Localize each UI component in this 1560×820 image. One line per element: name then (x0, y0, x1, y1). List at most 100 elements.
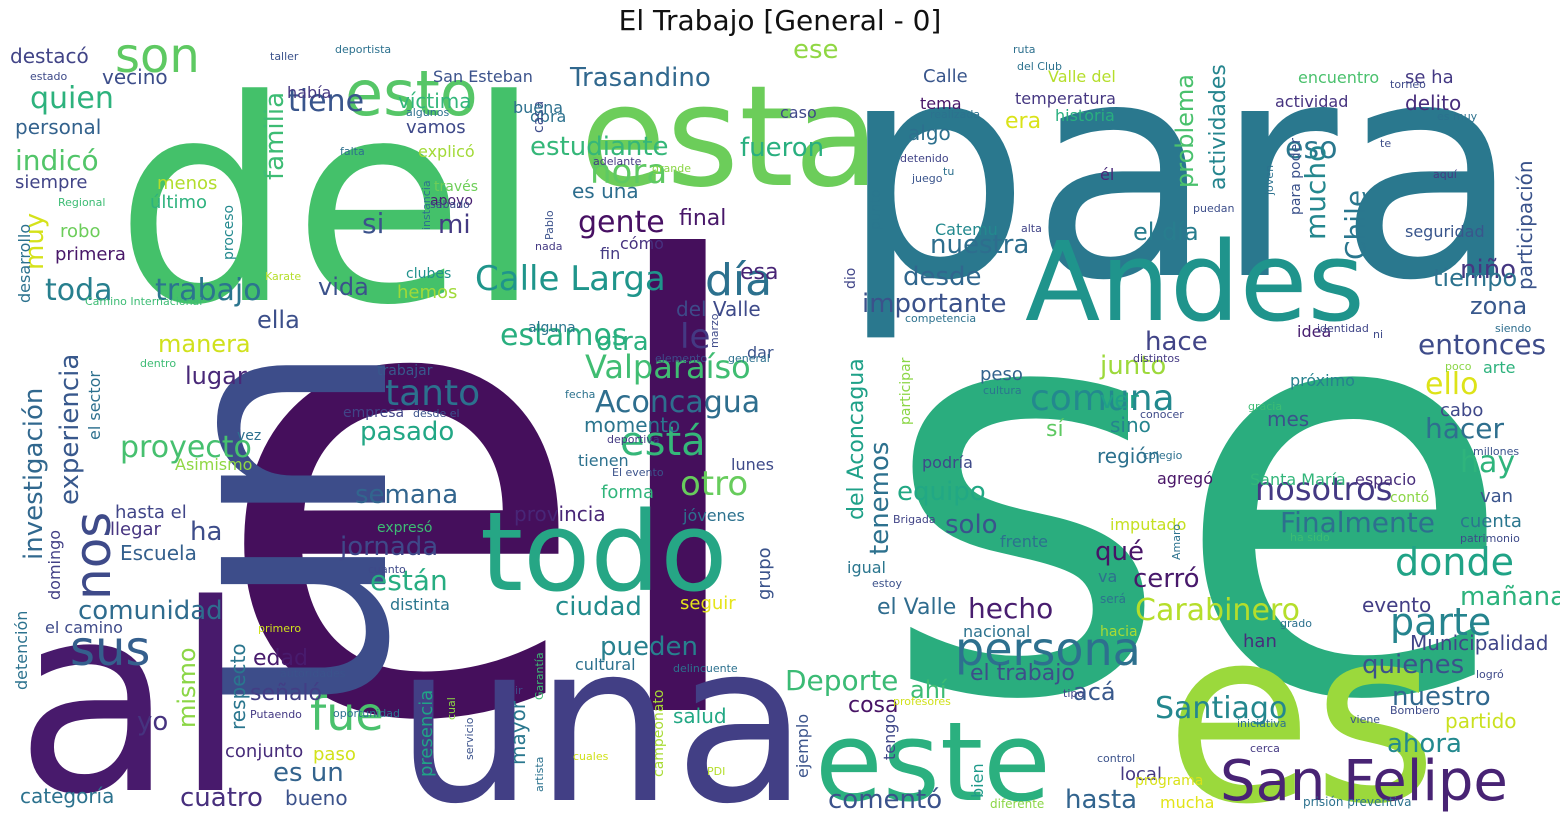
word-podria: podría (922, 453, 973, 472)
word-caso: caso (780, 103, 817, 122)
word-torneo: torneo (1390, 78, 1426, 91)
word-san-esteban: San Esteban (433, 67, 533, 86)
word-hecho: hecho (968, 592, 1053, 625)
word-cuatro: cuatro (180, 783, 263, 813)
word-ultimo: último (150, 192, 207, 213)
word-eso: eso (1285, 131, 1337, 166)
word-profesores: profesores (893, 695, 951, 708)
word-empresa: empresa (343, 405, 404, 421)
word-esta: esta (580, 56, 880, 219)
word-robo: robo (60, 221, 100, 242)
word-un: un (107, 340, 456, 720)
word-desarrollo: desarrollo (15, 224, 34, 303)
word-cual: cual (445, 697, 458, 720)
word-vamos: vamos (406, 117, 466, 138)
word-manera: manera (158, 330, 251, 358)
word-nosotros: nosotros (1255, 470, 1392, 508)
word-aqui: aquí (1433, 168, 1458, 181)
word-dia: día (705, 255, 772, 306)
word-cuales: cuales (573, 750, 609, 763)
word-nacional: nacional (963, 622, 1030, 641)
word-millones: millones (1473, 445, 1519, 458)
word-explico: explicó (418, 142, 475, 161)
word-pasado: pasado (360, 417, 454, 447)
word-pdi: PDI (707, 765, 725, 778)
word-jornada: jornada (339, 532, 438, 562)
word-ha-sido: ha sido (1290, 531, 1330, 544)
word-tengo: tengo (880, 714, 899, 760)
word-paso: paso (313, 744, 356, 765)
word-es-muy: es muy (1437, 110, 1478, 123)
word-todo: todo (480, 488, 728, 616)
word-fueron: fueron (740, 133, 824, 163)
word-senalo: señaló (250, 681, 322, 706)
word-patrimonio: patrimonio (1460, 532, 1520, 545)
word-proyecto: proyecto (120, 430, 252, 465)
word-trabajo: trabajo (155, 273, 262, 308)
word-semana: semana (355, 480, 458, 510)
word-partido: partido (1445, 709, 1517, 733)
word-elemento: elemento (655, 352, 707, 365)
word-vida: vida (318, 273, 369, 301)
word-cuanto: cuanto (368, 563, 406, 576)
word-ese: ese (793, 35, 839, 65)
word-putaendo: Putaendo (250, 708, 302, 721)
word-tienen: tienen (578, 451, 629, 470)
word-actividad: actividad (1275, 92, 1348, 111)
word-el: el (210, 136, 764, 820)
word-sera: será (1100, 592, 1126, 606)
word-problema: problema (1171, 74, 1199, 188)
word-nada: nada (535, 240, 562, 253)
word-pablo: Pablo (543, 210, 556, 240)
word-artista: artista (533, 757, 546, 792)
word-del-club: del Club (1017, 60, 1062, 73)
word-peso: peso (980, 364, 1023, 385)
word-falta: falta (340, 145, 365, 158)
word-espacio: espacio (1355, 470, 1416, 489)
word-llegar: llegar (110, 519, 162, 540)
word-lunes: lunes (731, 455, 774, 474)
word-seguridad: seguridad (1405, 222, 1485, 241)
word-parte: parte (1390, 600, 1491, 644)
word-vez: vez (237, 428, 261, 444)
word-grande: grande (652, 162, 691, 175)
word-camino-internacional: Camino Internacional (85, 295, 202, 308)
word-victima: víctima (398, 89, 472, 113)
word-nuestro: nuestro (1392, 682, 1491, 712)
word-campeonato: campeonato (651, 690, 667, 778)
word-quienes: quienes (1362, 650, 1464, 680)
word-junto: junto (1099, 351, 1166, 381)
word-imputado: imputado (1110, 515, 1186, 534)
word-catemu: Catemu (935, 220, 998, 239)
word-es-una: es una (572, 179, 639, 203)
word-hay: hay (1460, 445, 1515, 480)
word-ha: ha (190, 517, 222, 547)
word-tu: tu (943, 165, 954, 178)
word-chile: Chile (1339, 190, 1372, 260)
word-salud: salud (673, 704, 727, 728)
word-te: te (1380, 137, 1391, 150)
word-del: del (115, 41, 543, 367)
word-deportiva: deportiva (607, 433, 660, 446)
word-cultural: cultural (575, 655, 636, 674)
word-garantia: Garantía (533, 652, 546, 700)
word-diferente: diferente (990, 797, 1044, 811)
word-si: sí (1046, 417, 1064, 442)
word-primero: primero (258, 622, 301, 635)
word-programa: programa (1135, 773, 1203, 789)
word-taller: taller (270, 50, 299, 63)
word-grupo: grupo (754, 547, 775, 600)
word-siempre: siempre (15, 172, 88, 193)
word-conjunto: conjunto (225, 741, 303, 762)
word-yo: yo (137, 707, 168, 737)
word-proximo: próximo (1290, 371, 1355, 390)
word-que: qué (1095, 537, 1144, 567)
word-dentro: dentro (140, 357, 176, 370)
word-clubes: clubes (406, 266, 451, 282)
word-buena: buena (513, 98, 563, 117)
word-municipalidad: Municipalidad (1410, 631, 1548, 655)
word-hora: hora (590, 152, 667, 192)
word-ello: ello (1425, 367, 1478, 402)
word-ni: ni (1373, 328, 1383, 341)
word-el-dia: el día (1133, 218, 1199, 246)
